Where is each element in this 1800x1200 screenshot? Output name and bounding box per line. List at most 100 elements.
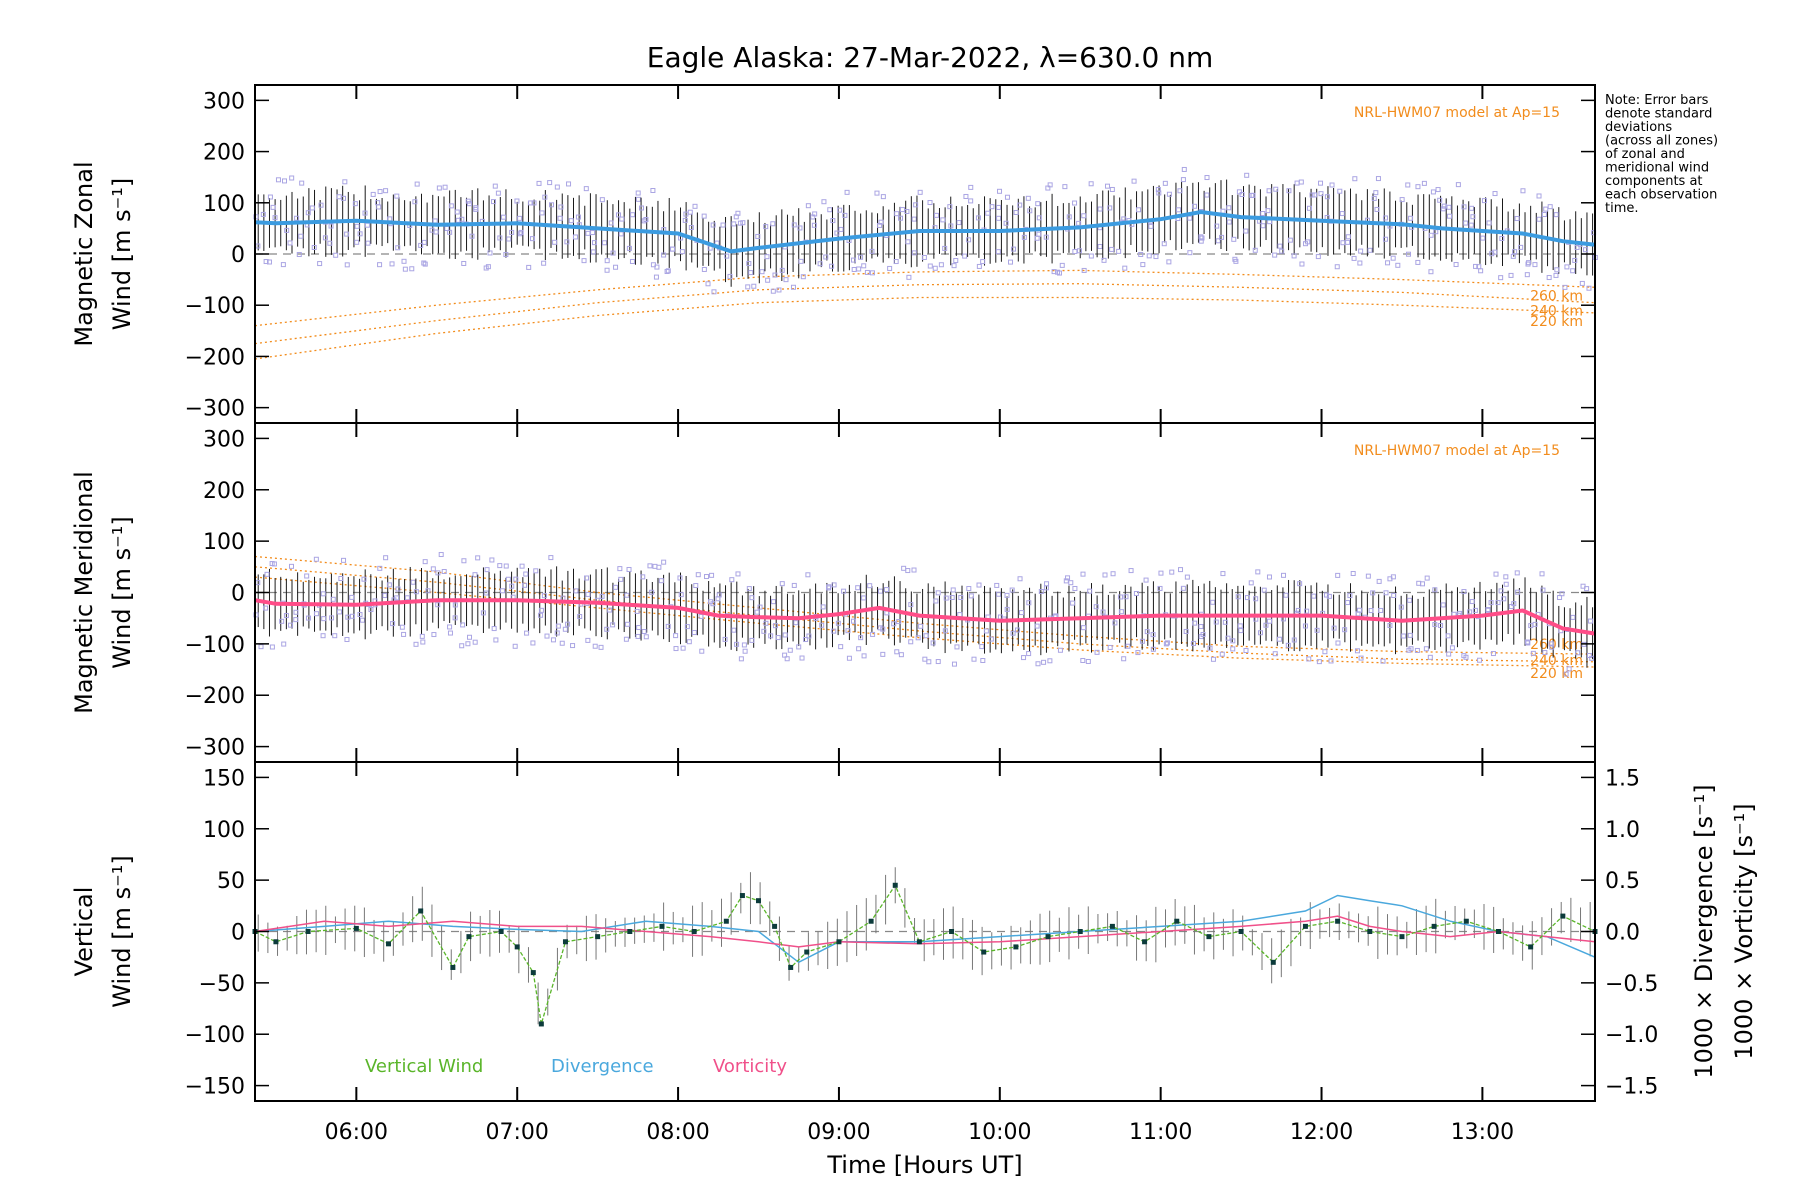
- scatter-point: [386, 582, 392, 588]
- scatter-point: [1155, 187, 1161, 193]
- scatter-point: [1587, 618, 1593, 624]
- scatter-point: [797, 225, 803, 231]
- scatter-point: [1198, 234, 1204, 240]
- vorticity-axis-label: 1000 × Vorticity [s⁻¹]: [1730, 803, 1758, 1059]
- scatter-point: [568, 218, 574, 224]
- scatter-point: [418, 242, 424, 248]
- scatter-point: [1253, 596, 1259, 602]
- scatter-point: [329, 615, 335, 621]
- scatter-point: [452, 602, 458, 608]
- scatter-point: [1180, 585, 1186, 591]
- divergence-axis-label: 1000 × Divergence [s⁻¹]: [1690, 784, 1718, 1078]
- scatter-point: [575, 214, 581, 220]
- scatter-point: [948, 223, 954, 229]
- scatter-point: [466, 201, 472, 207]
- scatter-point: [1148, 223, 1154, 229]
- scatter-point: [433, 229, 439, 235]
- scatter-point: [1036, 215, 1042, 221]
- vertical-wind-point: [804, 949, 810, 955]
- scatter-point: [1382, 236, 1388, 242]
- scatter-point: [492, 183, 498, 189]
- scatter-point: [820, 604, 826, 610]
- scatter-point: [1166, 191, 1172, 197]
- scatter-point: [740, 220, 746, 226]
- scatter-point: [1334, 264, 1340, 270]
- vertical-wind-point: [772, 923, 778, 929]
- scatter-point: [357, 611, 363, 617]
- scatter-point: [360, 617, 366, 623]
- scatter-point: [1011, 246, 1017, 252]
- scatter-point: [1302, 623, 1308, 629]
- scatter-point: [538, 612, 544, 618]
- scatter-point: [996, 204, 1002, 210]
- scatter-point: [409, 266, 415, 272]
- scatter-point: [1424, 575, 1430, 581]
- scatter-point: [1485, 607, 1491, 613]
- scatter-point: [592, 240, 598, 246]
- scatter-point: [336, 609, 342, 615]
- scatter-point: [1255, 569, 1261, 575]
- model-label: NRL-HWM07 model at Ap=15: [1354, 105, 1560, 121]
- scatter-point: [1088, 181, 1094, 187]
- y-tick-label: −100: [185, 1023, 245, 1048]
- scatter-point: [649, 589, 655, 595]
- scatter-point: [550, 637, 556, 643]
- scatter-point: [1574, 244, 1580, 250]
- scatter-point: [1004, 606, 1010, 612]
- scatter-point: [761, 628, 767, 634]
- scatter-point: [1204, 175, 1210, 181]
- scatter-point: [491, 626, 497, 632]
- scatter-point: [1097, 206, 1103, 212]
- x-tick-label: 12:00: [1290, 1120, 1353, 1145]
- scatter-point: [1118, 609, 1124, 615]
- scatter-point: [1406, 251, 1412, 257]
- scatter-point: [383, 188, 389, 194]
- scatter-point: [361, 576, 367, 582]
- scatter-point: [383, 555, 389, 561]
- scatter-point: [1553, 212, 1559, 218]
- scatter-point: [1298, 179, 1304, 185]
- vertical-wind-point: [1367, 929, 1373, 934]
- scatter-point: [1295, 607, 1301, 613]
- scatter-point: [1283, 592, 1289, 598]
- scatter-point: [1387, 622, 1393, 628]
- scatter-point: [831, 582, 837, 588]
- scatter-point: [395, 245, 401, 251]
- scatter-point: [759, 269, 765, 275]
- scatter-point: [741, 642, 747, 648]
- scatter-point: [686, 639, 692, 645]
- legend-item: Vorticity: [713, 1056, 787, 1077]
- vertical-wind-point: [418, 908, 424, 914]
- scatter-point: [687, 209, 693, 215]
- scatter-point: [1335, 572, 1341, 578]
- scatter-point: [1184, 574, 1190, 580]
- scatter-point: [1526, 260, 1532, 266]
- scatter-point: [1080, 571, 1086, 577]
- scatter-point: [1405, 182, 1411, 188]
- scatter-point: [940, 217, 946, 223]
- scatter-point: [856, 646, 862, 652]
- scatter-point: [1305, 239, 1311, 245]
- scatter-point: [1438, 622, 1444, 628]
- scatter-point: [608, 220, 614, 226]
- scatter-point: [573, 588, 579, 594]
- scatter-point: [1093, 604, 1099, 610]
- scatter-point: [933, 598, 939, 604]
- scatter-point: [354, 223, 360, 229]
- scatter-point: [1156, 190, 1162, 196]
- scatter-point: [1057, 647, 1063, 653]
- scatter-point: [1122, 265, 1128, 271]
- scatter-point: [557, 215, 563, 221]
- scatter-point: [514, 198, 520, 204]
- scatter-point: [729, 577, 735, 583]
- scatter-point: [1371, 195, 1377, 201]
- scatter-point: [377, 189, 383, 195]
- scatter-point: [911, 250, 917, 256]
- scatter-point: [1498, 588, 1504, 594]
- scatter-point: [422, 559, 428, 565]
- y-tick-label: 0: [231, 582, 245, 607]
- model-curve-label: 220 km: [1530, 314, 1583, 330]
- scatter-point: [269, 561, 275, 567]
- scatter-point: [1166, 259, 1172, 265]
- scatter-point: [976, 263, 982, 269]
